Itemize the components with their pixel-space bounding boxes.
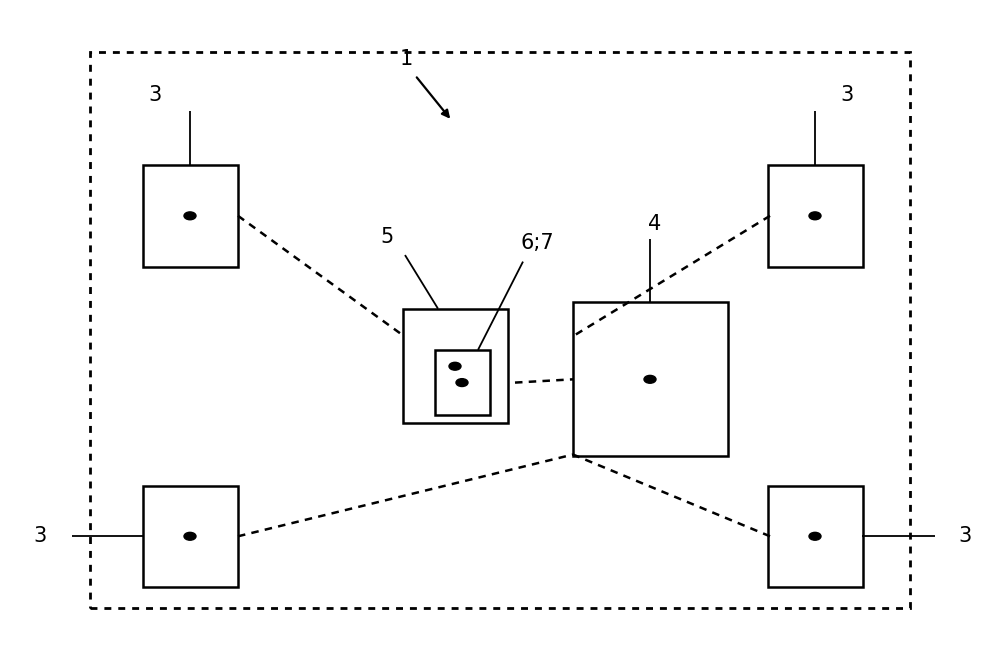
Bar — [402, 309, 508, 424]
Circle shape — [184, 212, 196, 220]
Circle shape — [456, 379, 468, 387]
Circle shape — [809, 212, 821, 220]
Text: 1: 1 — [399, 49, 413, 69]
Text: 3: 3 — [33, 526, 47, 546]
Bar — [143, 165, 238, 267]
Bar — [768, 165, 862, 267]
Circle shape — [184, 532, 196, 540]
Circle shape — [809, 532, 821, 540]
Text: 3: 3 — [148, 85, 162, 105]
Circle shape — [449, 362, 461, 370]
Bar — [434, 350, 490, 415]
Text: 3: 3 — [958, 526, 972, 546]
Bar — [572, 302, 728, 456]
Circle shape — [644, 375, 656, 383]
Bar — [143, 485, 238, 587]
Text: 5: 5 — [380, 227, 394, 247]
Text: 4: 4 — [648, 214, 662, 233]
Bar — [90, 52, 910, 608]
Bar — [768, 485, 862, 587]
Text: 3: 3 — [840, 85, 854, 105]
Text: 6;7: 6;7 — [520, 233, 554, 253]
